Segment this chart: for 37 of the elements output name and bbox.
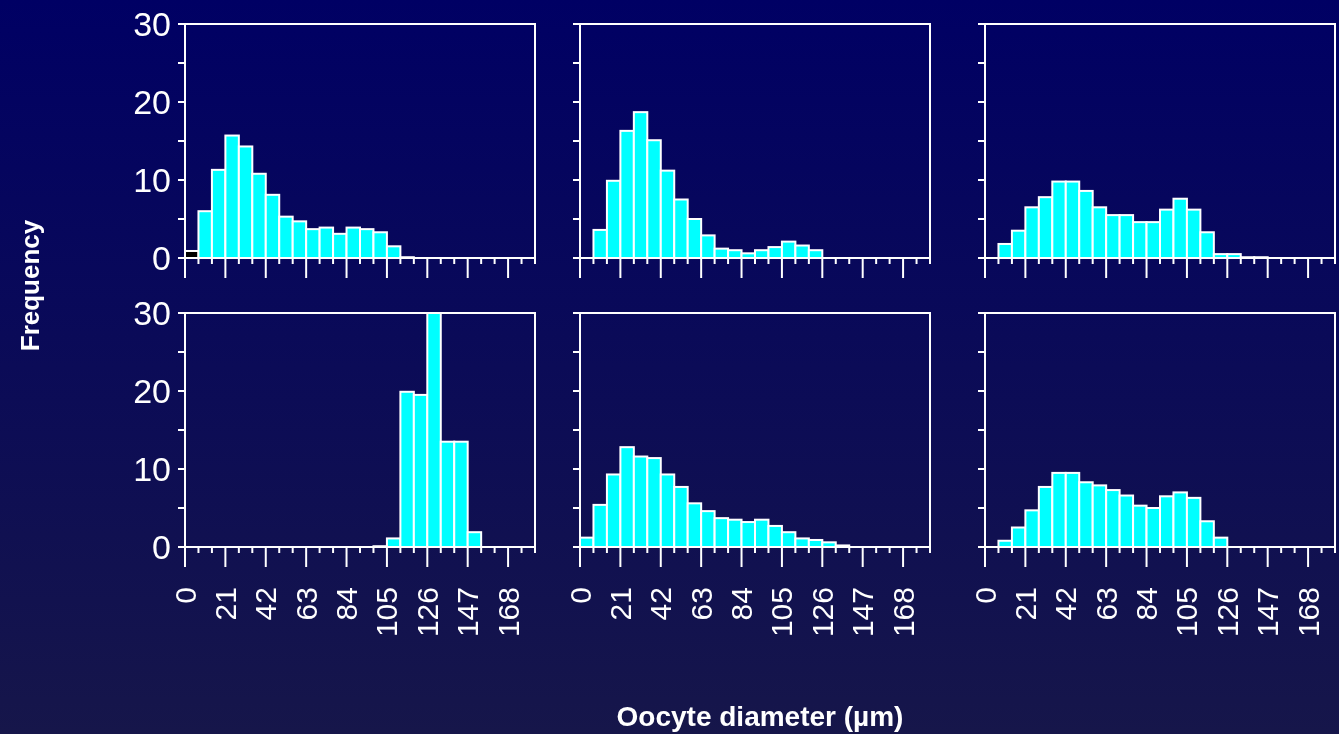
x-tick-label: 168	[1291, 587, 1325, 638]
x-tick-label: 168	[491, 587, 525, 638]
y-tick-label: 20	[133, 83, 171, 121]
y-tick-label: 30	[133, 294, 171, 332]
x-tick-label: 84	[330, 587, 364, 621]
y-tick-label: 20	[133, 372, 171, 410]
x-tick-label: 0	[563, 587, 597, 604]
y-tick-label: 30	[133, 5, 171, 43]
x-tick-label: 21	[208, 587, 242, 621]
x-tick-label: 84	[725, 587, 759, 621]
x-tick-label: 63	[1089, 587, 1123, 621]
x-axis-title: Oocyte diameter (µm)	[616, 700, 904, 732]
x-tick-label: 126	[805, 587, 839, 638]
x-tick-label: 21	[603, 587, 637, 621]
x-tick-label: 126	[1210, 587, 1244, 638]
x-tick-label: 105	[1170, 587, 1204, 638]
x-tick-label: 63	[684, 587, 718, 621]
x-tick-label: 42	[249, 587, 283, 621]
x-tick-label: 42	[644, 587, 678, 621]
y-tick-label: 10	[133, 161, 171, 199]
x-tick-label: 84	[1130, 587, 1164, 621]
x-tick-label: 0	[168, 587, 202, 604]
x-tick-label: 21	[1008, 587, 1042, 621]
y-axis-title: Frequency	[15, 219, 45, 352]
x-tick-label: 126	[410, 587, 444, 638]
x-tick-label: 105	[765, 587, 799, 638]
x-tick-label: 0	[968, 587, 1002, 604]
x-tick-label: 147	[451, 587, 485, 638]
x-tick-label: 147	[1251, 587, 1285, 638]
x-tick-label: 63	[289, 587, 323, 621]
x-tick-label: 105	[370, 587, 404, 638]
y-tick-label: 0	[152, 239, 171, 277]
x-tick-label: 42	[1049, 587, 1083, 621]
x-tick-label: 147	[846, 587, 880, 638]
x-tick-label: 168	[886, 587, 920, 638]
y-tick-label: 0	[152, 528, 171, 566]
y-tick-label: 10	[133, 450, 171, 488]
